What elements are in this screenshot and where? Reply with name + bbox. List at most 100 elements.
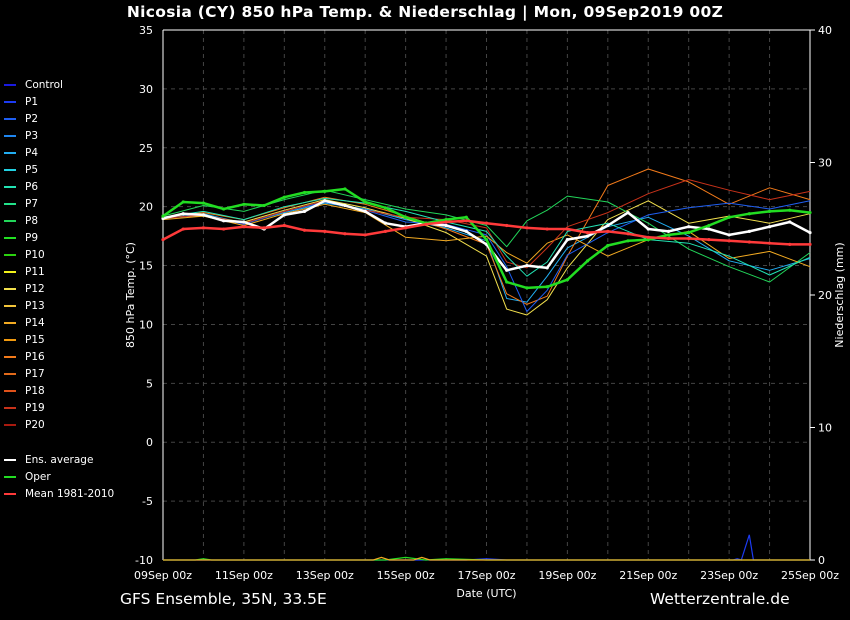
y-tick-label: 25: [139, 142, 153, 155]
data-point: [201, 226, 206, 230]
legend-item: Oper: [2, 468, 122, 485]
data-point: [484, 221, 489, 225]
legend-label: P3: [25, 129, 39, 142]
data-point: [242, 202, 246, 206]
legend-item: P11: [2, 263, 122, 280]
data-point: [383, 229, 388, 233]
y2-axis-label: Niederschlag (mm): [833, 242, 846, 347]
legend-label: P15: [25, 333, 45, 346]
data-point: [444, 223, 448, 228]
legend-item: P13: [2, 297, 122, 314]
y-tick-label: 5: [146, 377, 153, 390]
data-point: [666, 236, 671, 241]
data-point: [383, 206, 388, 210]
legend-swatch: [4, 389, 16, 392]
data-point: [161, 216, 165, 221]
data-point: [464, 229, 468, 233]
legend-label: P1: [25, 95, 39, 108]
data-point: [181, 212, 185, 216]
data-point: [565, 227, 569, 231]
legend-swatch: [4, 168, 16, 171]
footer-source: Wetterzentrale.de: [650, 590, 790, 608]
legend-swatch: [4, 406, 16, 409]
legend-item: P5: [2, 161, 122, 178]
data-point: [383, 221, 388, 225]
legend-swatch: [4, 270, 16, 273]
y2-tick-label: 40: [818, 24, 832, 37]
data-point: [363, 209, 367, 213]
legend-item: P20: [2, 416, 122, 433]
legend-swatch: [4, 185, 16, 188]
legend-swatch: [4, 475, 16, 478]
footer-model-info: GFS Ensemble, 35N, 33.5E: [120, 590, 327, 608]
legend-swatch: [4, 151, 16, 154]
x-tick-label: 13Sep 00z: [296, 569, 354, 582]
data-point: [404, 215, 408, 219]
data-point: [181, 200, 185, 204]
legend-label: P13: [25, 299, 45, 312]
legend-spacer: [2, 433, 122, 451]
data-point: [323, 199, 327, 203]
legend-label: Oper: [25, 470, 51, 483]
data-point: [282, 195, 286, 199]
data-point: [687, 230, 691, 235]
data-point: [808, 242, 812, 246]
legend-label: P10: [25, 248, 45, 261]
legend-swatch: [4, 338, 16, 341]
data-point: [585, 230, 590, 235]
legend-label: P16: [25, 350, 45, 363]
legend-item: P8: [2, 212, 122, 229]
data-point: [606, 243, 610, 248]
data-point: [808, 210, 812, 215]
y2-tick-label: 30: [818, 157, 832, 170]
data-point: [161, 214, 165, 218]
chart-title: Nicosia (CY) 850 hPa Temp. & Niederschla…: [126, 3, 724, 21]
data-point: [525, 286, 529, 290]
data-point: [282, 213, 286, 217]
x-tick-label: 23Sep 00z: [700, 569, 758, 582]
data-point: [727, 239, 731, 243]
data-point: [424, 222, 428, 226]
legend-label: P18: [25, 384, 45, 397]
y2-tick-label: 0: [818, 554, 825, 567]
legend-swatch: [4, 321, 16, 324]
grid: [162, 29, 811, 561]
legend-item: P6: [2, 178, 122, 195]
data-point: [788, 220, 792, 224]
data-point: [585, 259, 590, 263]
legend-label: Mean 1981-2010: [25, 487, 115, 500]
data-point: [363, 233, 367, 237]
series-line-p4: [162, 202, 811, 303]
data-point: [201, 201, 206, 205]
legend-item: P4: [2, 144, 122, 161]
legend-item: P1: [2, 93, 122, 110]
data-point: [222, 219, 226, 223]
data-point: [262, 226, 266, 230]
legend-label: P19: [25, 401, 45, 414]
legend-item: P19: [2, 399, 122, 416]
precip-line-p14: [163, 556, 810, 561]
data-point: [707, 223, 711, 228]
legend-item: Ens. average: [2, 451, 122, 468]
data-point: [505, 268, 509, 272]
data-point: [565, 278, 569, 282]
legend-label: P9: [25, 231, 39, 244]
y-tick-label: 20: [139, 201, 153, 214]
data-point: [707, 238, 711, 242]
data-point: [323, 229, 327, 233]
data-point: [484, 238, 489, 242]
legend-swatch: [4, 287, 16, 290]
legend-item: P2: [2, 110, 122, 127]
series-line-p8: [162, 189, 811, 283]
y-axis-label: 850 hPa Temp. (°C): [124, 242, 137, 348]
data-point: [788, 242, 792, 246]
data-point: [626, 239, 630, 243]
y-tick-label: 15: [139, 260, 153, 273]
legend-swatch: [4, 100, 16, 103]
data-point: [525, 263, 529, 268]
data-point: [404, 226, 408, 230]
data-point: [626, 232, 630, 236]
legend-swatch: [4, 458, 16, 461]
x-tick-label: 17Sep 00z: [458, 569, 516, 582]
